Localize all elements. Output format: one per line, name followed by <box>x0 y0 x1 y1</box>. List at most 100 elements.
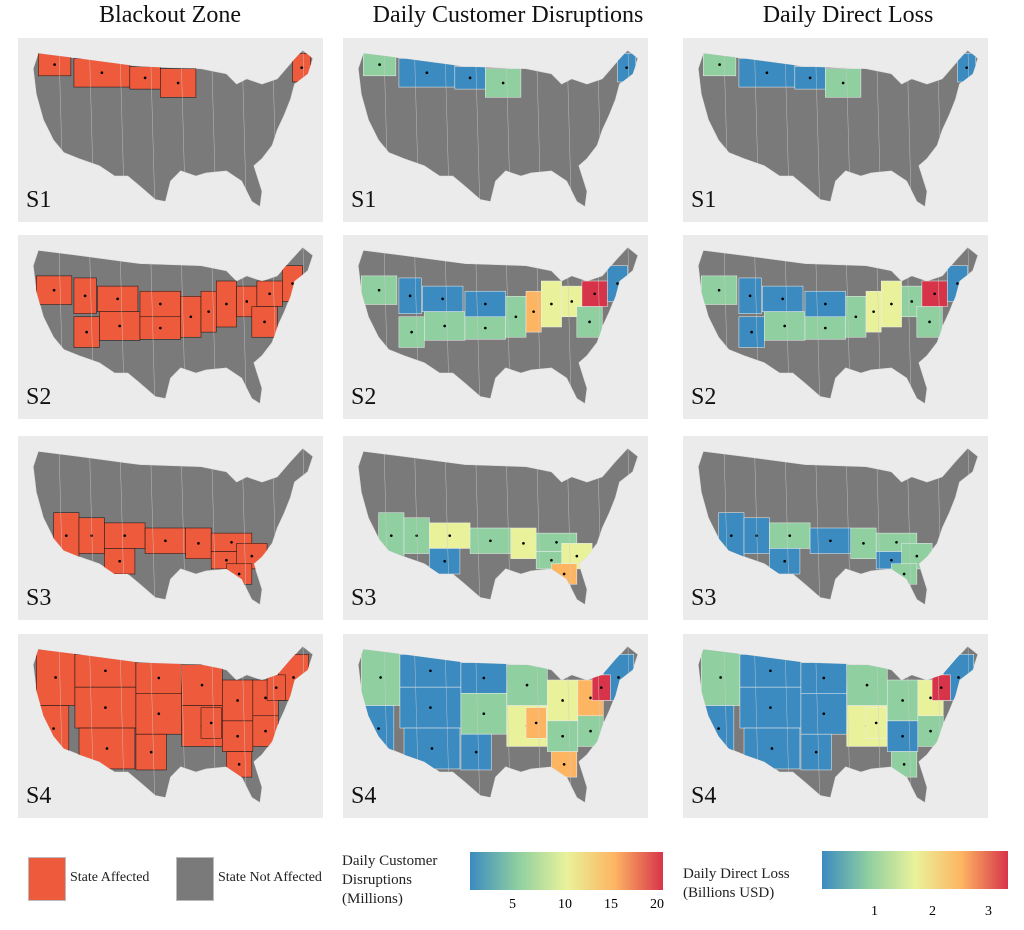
us-map <box>697 49 979 208</box>
state-centroid-dot <box>933 292 936 296</box>
state-centroid-dot <box>570 300 574 303</box>
state-centroid-dot <box>939 686 943 689</box>
state-centroid-dot <box>814 750 818 754</box>
state-centroid-dot <box>100 71 104 75</box>
state-centroid-dot <box>159 326 162 330</box>
state-centroid-dot <box>123 534 127 537</box>
state-centroid-dot <box>104 669 107 673</box>
state-centroid-dot <box>415 534 419 537</box>
legend-loss-title-2: (Billions USD) <box>683 885 775 901</box>
state-centroid-dot <box>928 320 931 324</box>
scenario-label: S4 <box>351 783 377 809</box>
state-centroid-dot <box>83 294 87 298</box>
map-panel-s2-col3: S2 <box>683 235 988 419</box>
state-centroid-dot <box>389 534 393 537</box>
state-centroid-dot <box>425 71 429 75</box>
state-centroid-dot <box>910 300 914 303</box>
map-panel-s1-col1: S1 <box>18 38 323 222</box>
state-centroid-dot <box>901 734 904 738</box>
scenario-label: S1 <box>351 187 377 213</box>
state-centroid-dot <box>902 572 906 576</box>
map-panel-s3-col3: S3 <box>683 436 988 620</box>
state-centroid-dot <box>143 76 147 80</box>
state-centroid-dot <box>408 294 412 298</box>
state-centroid-dot <box>957 676 960 679</box>
us-map <box>357 246 639 405</box>
state-centroid-dot <box>808 76 812 80</box>
loss-colorbar <box>822 851 1008 889</box>
state-centroid-dot <box>176 81 180 85</box>
state-centroid-dot <box>443 559 446 563</box>
state-centroid-dot <box>593 292 596 296</box>
state-centroid-dot <box>64 534 68 537</box>
state-centroid-dot <box>783 559 786 563</box>
disruptions-colorbar <box>470 852 663 890</box>
state-border <box>814 247 821 404</box>
state-centroid-dot <box>625 66 628 69</box>
state-centroid-dot <box>525 683 529 687</box>
state-centroid-dot <box>118 559 121 563</box>
state-centroid-dot <box>377 288 381 292</box>
scenario-label: S1 <box>691 187 717 213</box>
state-centroid-dot <box>769 706 772 709</box>
scenario-label: S2 <box>351 384 377 410</box>
state-border <box>149 646 156 803</box>
state-centroid-dot <box>54 676 57 679</box>
state-centroid-dot <box>104 706 107 709</box>
state-centroid-dot <box>755 534 759 537</box>
map-panel-s2-col2: S2 <box>343 235 648 419</box>
state-centroid-dot <box>263 320 266 324</box>
state-centroid-dot <box>589 696 592 700</box>
state-centroid-dot <box>274 686 278 689</box>
disruptions-tick: 5 <box>509 897 516 912</box>
state-centroid-dot <box>501 81 505 85</box>
state-centroid-dot <box>200 683 204 687</box>
state-centroid-dot <box>562 763 566 766</box>
state-centroid-dot <box>522 542 525 545</box>
state-centroid-dot <box>865 683 869 687</box>
state-centroid-dot <box>718 63 721 66</box>
state-centroid-dot <box>149 750 153 754</box>
column-title-loss: Daily Direct Loss <box>762 2 934 28</box>
us-map <box>32 246 314 405</box>
state-centroid-dot <box>484 326 487 330</box>
state-centroid-dot <box>532 310 535 313</box>
map-panel-s1-col3: S1 <box>683 38 988 222</box>
us-map <box>357 49 639 208</box>
affected-state <box>36 275 73 305</box>
state-centroid-dot <box>829 539 832 543</box>
state-centroid-dot <box>617 676 620 679</box>
state-centroid-dot <box>902 763 906 766</box>
state-centroid-dot <box>562 572 566 576</box>
loss-tick: 3 <box>985 904 992 919</box>
state-centroid-dot <box>105 747 109 750</box>
us-map <box>32 447 314 606</box>
legend-disruptions-title-3: (Millions) <box>342 891 403 907</box>
state-centroid-dot <box>895 540 898 544</box>
state-centroid-dot <box>116 297 119 301</box>
disruptions-tick: 10 <box>558 897 572 912</box>
state-centroid-dot <box>717 727 720 730</box>
state-centroid-dot <box>781 297 784 301</box>
state-centroid-dot <box>482 676 486 680</box>
us-map <box>32 645 314 804</box>
state-centroid-dot <box>929 696 932 700</box>
scenario-label: S2 <box>691 384 717 410</box>
state-centroid-dot <box>824 326 827 330</box>
state-centroid-dot <box>561 699 564 702</box>
us-map <box>697 645 979 804</box>
map-panel-s4-col3: S4 <box>683 634 988 818</box>
state-centroid-dot <box>410 330 413 334</box>
map-panel-s4-col2: S4 <box>343 634 648 818</box>
state-centroid-dot <box>550 302 553 306</box>
state-centroid-dot <box>872 310 875 313</box>
state-border <box>474 448 481 605</box>
state-centroid-dot <box>770 747 774 750</box>
state-centroid-dot <box>264 696 267 700</box>
state-centroid-dot <box>748 294 752 298</box>
state-centroid-dot <box>956 282 959 285</box>
map-panel-s3-col1: S3 <box>18 436 323 620</box>
state-centroid-dot <box>769 669 772 673</box>
state-centroid-dot <box>448 534 452 537</box>
map-panel-s4-col1: S4 <box>18 634 323 818</box>
